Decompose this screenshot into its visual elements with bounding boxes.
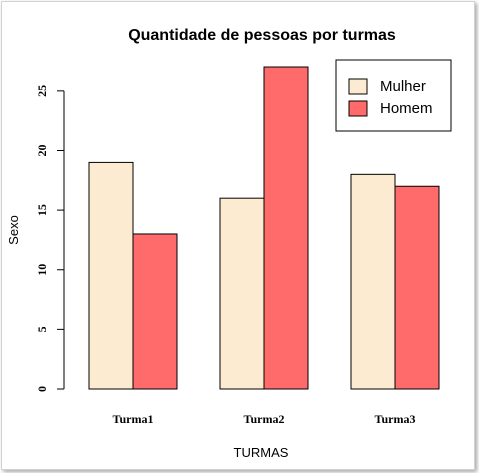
x-axis-title: TURMAS — [234, 445, 289, 460]
y-tick-label: 0 — [35, 386, 49, 392]
legend-swatch-mulher — [348, 78, 368, 95]
x-tick-label: Turma2 — [244, 412, 285, 426]
bar-turma1-homem — [132, 233, 178, 390]
legend-label-homem: Homem — [380, 100, 433, 117]
bar-turma1-mulher — [88, 161, 134, 390]
y-tick-label: 10 — [35, 264, 49, 276]
chart-title: Quantidade de pessoas por turmas — [128, 27, 396, 44]
bar-turma3-mulher — [350, 173, 396, 390]
bar-chart: Quantidade de pessoas por turmas 0 5 10 15 2… — [6, 27, 452, 460]
legend-box — [335, 59, 452, 132]
y-tick-label: 20 — [35, 144, 49, 156]
legend: Mulher Homem — [335, 59, 452, 132]
y-tick-label: 15 — [35, 204, 49, 216]
y-axis-title: Sexo — [6, 215, 21, 245]
x-tick-label: Turma3 — [375, 412, 416, 426]
legend-label-mulher: Mulher — [380, 78, 426, 95]
legend-swatch-homem — [348, 100, 368, 117]
bar-turma3-homem — [394, 185, 440, 390]
y-tick-label: 25 — [35, 85, 49, 97]
bar-turma2-mulher — [219, 197, 265, 390]
bar-turma2-homem — [263, 66, 309, 390]
y-tick-label: 5 — [35, 326, 49, 332]
x-tick-label: Turma1 — [113, 412, 154, 426]
